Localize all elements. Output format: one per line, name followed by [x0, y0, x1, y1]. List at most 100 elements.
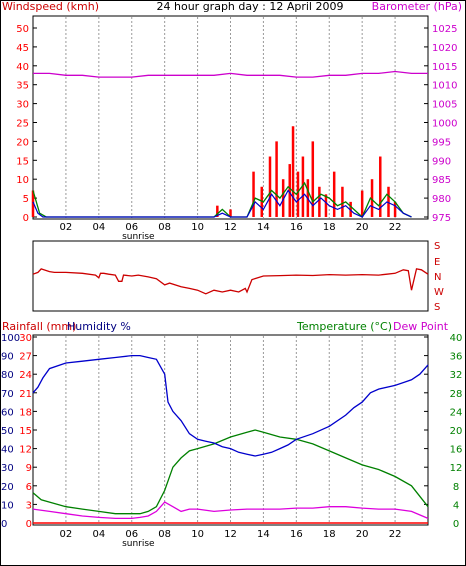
sunrise-label: sunrise — [122, 232, 155, 242]
hour-tick-label: 08 — [158, 222, 171, 233]
wind-panel-hour-ticks: 02 04 06 08 10 12 14 16 18 20 22 sunrise — [60, 222, 402, 242]
temperature-tick-label: 40 — [450, 333, 463, 344]
barometer-tick-label: 1005 — [432, 100, 457, 111]
hour-tick-label: 16 — [290, 529, 303, 540]
direction-tick-label: N — [434, 272, 441, 283]
rainfall-axis-title: Rainfall (mm) — [2, 320, 76, 333]
direction-series — [32, 268, 429, 295]
rainfall-tick-label: 21 — [19, 389, 32, 400]
hour-tick-label: 08 — [158, 529, 171, 540]
temperature-tick-label: 0 — [453, 519, 459, 530]
barometer-tick-label: 1000 — [432, 119, 457, 130]
barometer-tick-label: 1015 — [432, 62, 457, 73]
wind-panel-grid — [65, 17, 396, 218]
temperature-tick-label: 12 — [450, 463, 463, 474]
barometer-line — [33, 70, 428, 78]
hour-tick-label: 12 — [224, 529, 237, 540]
humidity-tick-label: 30 — [1, 463, 14, 474]
weather-panel-grid — [65, 336, 396, 524]
graph-title: 24 hour graph day : 12 April 2009 — [157, 0, 344, 13]
barometer-tick-label: 985 — [432, 175, 451, 186]
windspeed-tick-label: 5 — [23, 194, 29, 205]
rainfall-ticks: 0 3 6 9 12 15 18 21 24 27 30 — [19, 333, 32, 530]
direction-tick-label: S — [434, 302, 440, 313]
rainfall-tick-label: 9 — [26, 463, 32, 474]
temperature-tick-label: 4 — [453, 500, 459, 511]
temperature-tick-label: 8 — [453, 482, 459, 493]
wind-panel-border — [32, 15, 429, 220]
hour-tick-label: 12 — [224, 222, 237, 233]
windspeed-ticks: 0 5 10 15 20 25 30 35 40 45 50 — [16, 24, 37, 224]
rainfall-tick-label: 30 — [19, 333, 32, 344]
humidity-tick-label: 10 — [1, 500, 14, 511]
barometer-tick-label: 1020 — [432, 43, 457, 54]
hour-tick-label: 18 — [323, 529, 336, 540]
windspeed-tick-label: 10 — [16, 175, 29, 186]
hour-tick-label: 10 — [191, 222, 204, 233]
rainfall-tick-label: 24 — [19, 370, 32, 381]
direction-tick-label: S — [434, 241, 440, 252]
barometer-tick-label: 1025 — [432, 24, 457, 35]
hour-tick-label: 20 — [356, 529, 369, 540]
hour-tick-label: 02 — [60, 222, 73, 233]
barometer-tick-label: 995 — [432, 137, 451, 148]
wind-direction-line — [32, 268, 429, 295]
temperature-tick-label: 24 — [450, 407, 463, 418]
humidity-tick-label: 70 — [1, 389, 14, 400]
sunrise-label: sunrise — [122, 539, 155, 549]
wind-panel-series — [31, 70, 428, 219]
weather-panel-series — [32, 354, 429, 524]
direction-tick-label: W — [434, 287, 444, 298]
temperature-tick-label: 36 — [450, 352, 463, 363]
humidity-tick-label: 0 — [1, 519, 7, 530]
humidity-tick-label: 90 — [1, 352, 14, 363]
temperature-tick-label: 20 — [450, 426, 463, 437]
weather-panel-hour-ticks: 02 04 06 08 10 12 14 16 18 20 22 sunrise — [60, 529, 402, 549]
barometer-ticks: 975 980 985 990 995 1000 1005 1010 1015 1020 1025 — [424, 24, 457, 224]
windspeed-axis-title: Windspeed (kmh) — [2, 0, 99, 13]
hour-tick-label: 04 — [92, 529, 105, 540]
temperature-tick-label: 28 — [450, 389, 463, 400]
hour-tick-label: 20 — [356, 222, 369, 233]
direction-tick-label: E — [434, 257, 440, 268]
direction-panel-border — [32, 240, 429, 312]
barometer-tick-label: 980 — [432, 194, 451, 205]
windspeed-tick-label: 35 — [16, 81, 29, 92]
rainfall-tick-label: 12 — [19, 445, 32, 456]
hour-tick-label: 22 — [389, 529, 402, 540]
hour-tick-label: 14 — [257, 529, 270, 540]
barometer-axis-title: Barometer (hPa) — [372, 0, 462, 13]
wind-speed-line — [32, 181, 412, 219]
rainfall-tick-label: 15 — [19, 426, 32, 437]
temperature-line — [32, 429, 429, 515]
hour-tick-label: 16 — [290, 222, 303, 233]
wind-average-line — [32, 189, 412, 218]
barometer-tick-label: 1010 — [432, 81, 457, 92]
barometer-tick-label: 975 — [432, 213, 451, 224]
windspeed-tick-label: 30 — [16, 100, 29, 111]
hour-tick-label: 06 — [125, 529, 138, 540]
hour-tick-label: 06 — [125, 222, 138, 233]
humidity-tick-label: 40 — [1, 445, 14, 456]
hour-tick-label: 14 — [257, 222, 270, 233]
temperature-tick-label: 16 — [450, 445, 463, 456]
windspeed-tick-label: 25 — [16, 119, 29, 130]
humidity-tick-label: 20 — [1, 482, 14, 493]
rainfall-tick-label: 0 — [26, 519, 32, 530]
humidity-line — [32, 354, 429, 457]
rainfall-tick-label: 3 — [26, 500, 32, 511]
dewpoint-line — [32, 501, 429, 520]
hour-tick-label: 18 — [323, 222, 336, 233]
humidity-axis-title: Humidity % — [67, 320, 131, 333]
hour-tick-label: 22 — [389, 222, 402, 233]
windspeed-tick-label: 45 — [16, 43, 29, 54]
rainfall-tick-label: 18 — [19, 407, 32, 418]
rainfall-tick-label: 6 — [26, 482, 32, 493]
hour-tick-label: 04 — [92, 222, 105, 233]
windspeed-tick-label: 40 — [16, 62, 29, 73]
temperature-axis-title: Temperature (°C) — [296, 320, 392, 333]
windspeed-tick-label: 50 — [16, 24, 29, 35]
